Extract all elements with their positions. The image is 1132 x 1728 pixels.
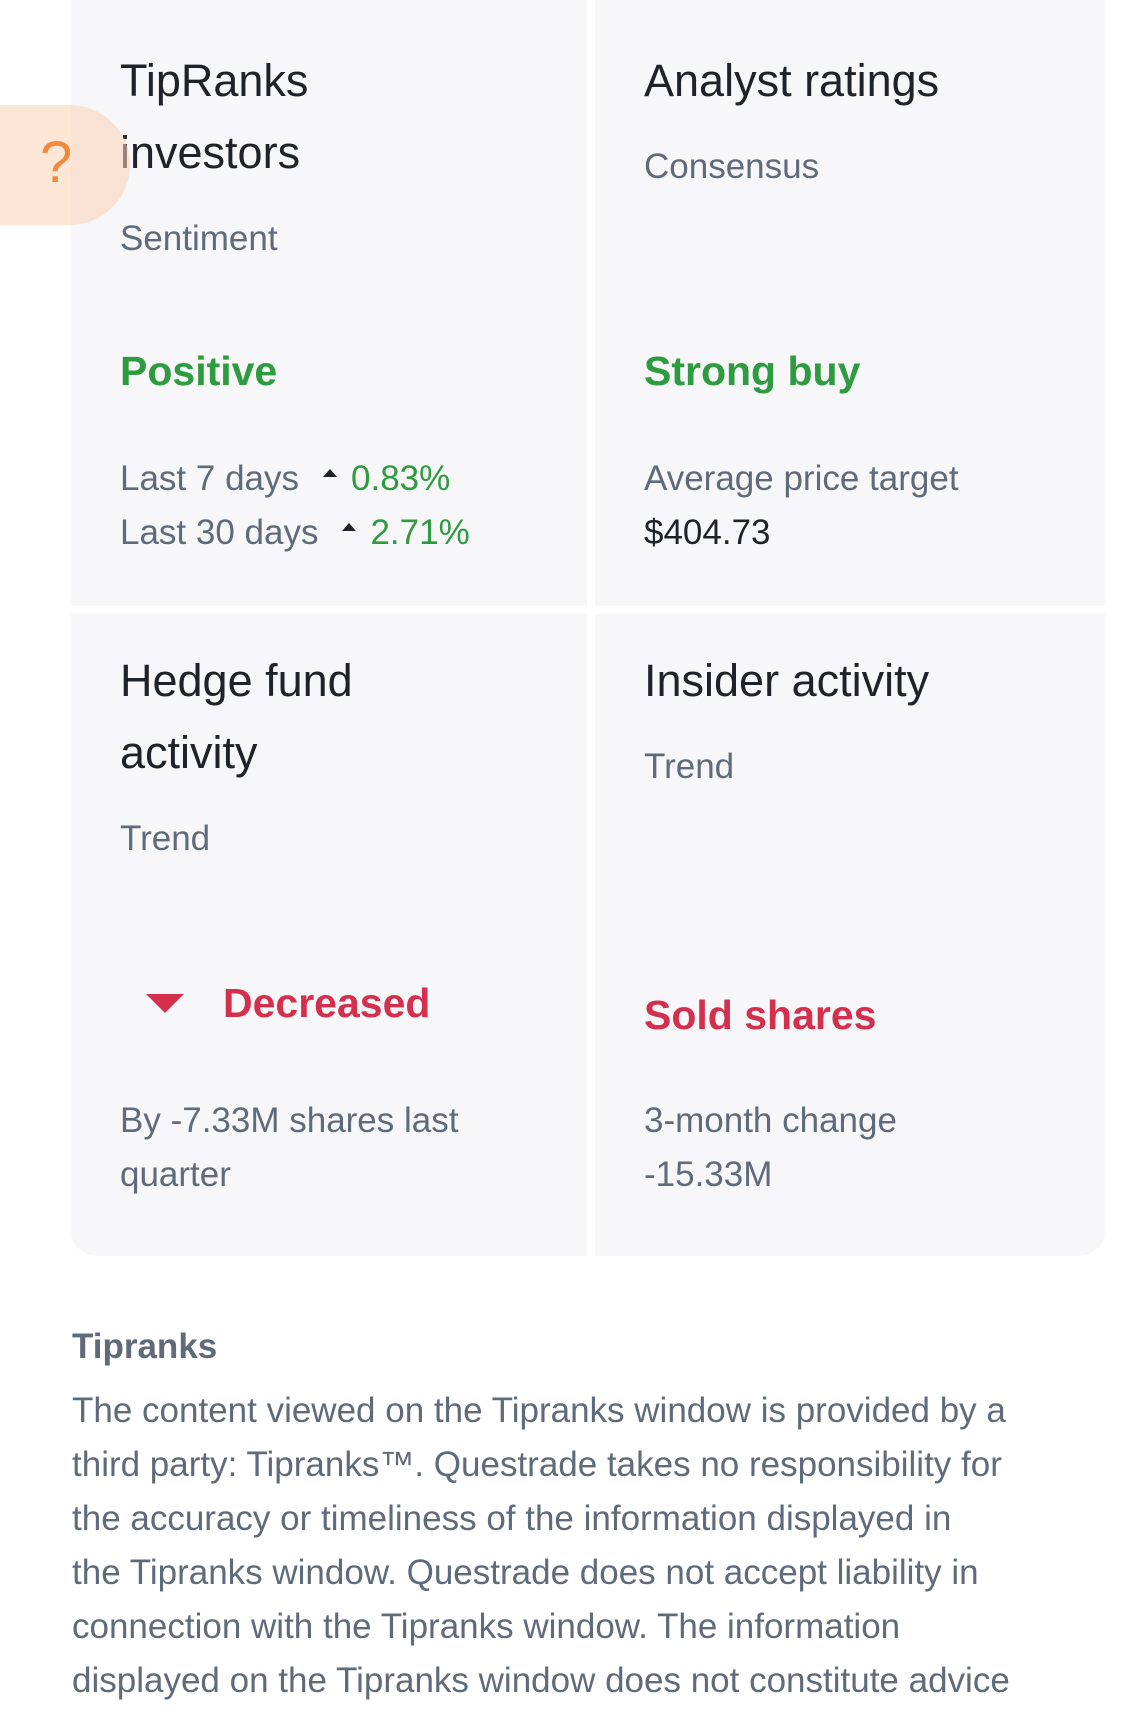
card-title-line1: Hedge fund: [120, 655, 353, 706]
row-label: Last 7 days: [120, 459, 299, 498]
row-value: 2.71%: [370, 513, 470, 552]
triangle-up-icon: [342, 522, 357, 531]
detail-label: 3-month change: [644, 1101, 897, 1140]
tipranks-summary-grid: TipRanks investors Sentiment Positive La…: [71, 0, 1105, 1256]
analyst-ratings-card[interactable]: Analyst ratings Consensus Strong buy Ave…: [595, 0, 1105, 606]
trend-status: Decreased: [223, 980, 431, 1026]
three-month-change-value: -15.33M: [644, 1155, 773, 1194]
last-30-days-row: Last 30 days 2.71%: [120, 506, 470, 560]
hedge-fund-activity-card[interactable]: Hedge fund activity Trend Decreased By -…: [71, 614, 587, 1256]
disclaimer-text: The content viewed on the Tipranks windo…: [72, 1384, 1102, 1708]
disclaimer-line: displayed on the Tipranks window does no…: [72, 1661, 1010, 1700]
insider-activity-card[interactable]: Insider activity Trend Sold shares 3-mon…: [595, 614, 1105, 1256]
disclaimer-line: the accuracy or timeliness of the inform…: [72, 1499, 952, 1538]
detail-value: $404.73: [644, 506, 771, 560]
triangle-up-icon: [323, 468, 337, 477]
card-title-line2: investors: [120, 127, 301, 178]
help-button[interactable]: ?: [0, 105, 130, 225]
row-label: Last 30 days: [120, 513, 319, 552]
disclaimer-line: the Tipranks window. Questrade does not …: [72, 1553, 979, 1592]
trend-status: Sold shares: [644, 992, 877, 1038]
disclaimer-line: connection with the Tipranks window. The…: [72, 1607, 901, 1646]
card-subtitle: Consensus: [644, 147, 820, 186]
card-title: Analyst ratings: [644, 55, 940, 106]
card-subtitle: Trend: [644, 747, 735, 786]
tipranks-disclaimer: Tipranks The content viewed on the Tipra…: [72, 1322, 1102, 1708]
detail-value: -15.33M: [644, 1148, 772, 1202]
card-title: Insider activity: [644, 655, 930, 706]
disclaimer-line: third party: Tipranks™. Questrade takes …: [72, 1445, 1002, 1484]
row-value: 0.83%: [351, 459, 451, 498]
disclaimer-line: The content viewed on the Tipranks windo…: [72, 1391, 1006, 1430]
card-title-line2: activity: [120, 727, 258, 778]
disclaimer-heading: Tipranks: [72, 1327, 218, 1366]
card-title-line1: TipRanks: [120, 55, 309, 106]
question-mark-icon: ?: [40, 130, 73, 195]
detail-line1: By -7.33M shares last: [120, 1101, 459, 1140]
average-price-target-value: $404.73: [644, 513, 771, 552]
last-7-days-row: Last 7 days 0.83%: [120, 452, 450, 506]
card-subtitle: Trend: [120, 819, 211, 858]
consensus-status: Strong buy: [644, 348, 861, 394]
tipranks-investors-card[interactable]: TipRanks investors Sentiment Positive La…: [71, 0, 587, 606]
card-subtitle: Sentiment: [120, 219, 278, 258]
sentiment-status: Positive: [120, 348, 278, 394]
triangle-down-icon: [146, 994, 184, 1013]
detail-line2: quarter: [120, 1155, 231, 1194]
detail-label: Average price target: [644, 459, 959, 498]
